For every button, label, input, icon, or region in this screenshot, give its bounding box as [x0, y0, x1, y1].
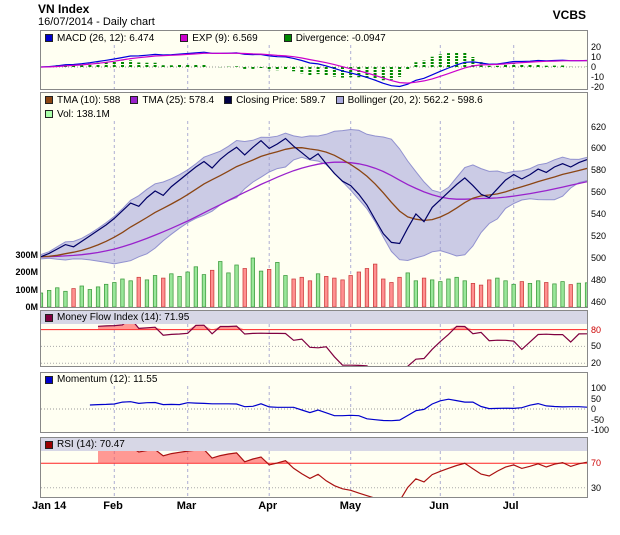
tma10-legend-item: TMA (10): 588: [45, 95, 120, 106]
rsi-tick: 70: [591, 458, 602, 469]
mfi-legend: Money Flow Index (14): 71.95: [41, 311, 587, 324]
macd-panel: MACD (26, 12): 6.474 EXP (9): 6.569 Dive…: [40, 30, 588, 90]
money-flow-index-panel: Money Flow Index (14): 71.95: [40, 310, 588, 367]
x-label-feb: Feb: [103, 500, 123, 512]
volume-tick: 100M: [15, 284, 38, 295]
x-label-jul: Jul: [502, 500, 519, 512]
rsi-tick: 30: [591, 482, 602, 493]
tma10-swatch-icon: [45, 96, 53, 104]
exp-legend-item: EXP (9): 6.569: [180, 32, 258, 44]
momentum-tick: 0: [591, 404, 597, 414]
macd-legend-item: MACD (26, 12): 6.474: [45, 33, 154, 44]
bollinger-swatch-icon: [335, 96, 344, 104]
bollinger-legend-label: Bollinger (20, 2): 562.2 - 598.6: [347, 94, 483, 106]
macd-tick: -20: [591, 82, 605, 92]
momentum-panel: Momentum (12): 11.55: [40, 372, 588, 433]
price-legend-row2: Vol: 138.1M: [41, 107, 587, 121]
mfi-plot: [41, 324, 587, 366]
price-tick: 620: [591, 121, 607, 132]
macd-tick: 10: [591, 52, 602, 62]
price-tick: 520: [591, 230, 607, 241]
rsi-swatch-icon: [45, 440, 53, 449]
momentum-tick: 50: [591, 393, 602, 404]
tma25-legend-label: TMA (25): 578.4: [142, 94, 215, 106]
momentum-tick: 100: [591, 383, 607, 394]
price-tick: 500: [591, 252, 607, 263]
closing-price-swatch-icon: [224, 96, 233, 104]
tma10-legend-label: TMA (10): 588: [57, 94, 121, 106]
divergence-legend-label: Divergence: -0.0947: [295, 32, 386, 44]
rsi-legend-label: RSI (14): 70.47: [57, 439, 125, 450]
closing-price-legend-item: Closing Price: 589.7: [224, 95, 326, 106]
rsi-plot: [41, 451, 587, 497]
macd-tick: -10: [591, 72, 605, 82]
x-label-apr: Apr: [258, 500, 278, 512]
momentum-swatch-icon: [45, 375, 53, 384]
brand-vcbs: VCBS: [552, 8, 586, 22]
divergence-legend-item: Divergence: -0.0947: [283, 32, 386, 44]
volume-tick: 200M: [15, 267, 38, 277]
mfi-tick: 20: [591, 358, 602, 369]
price-tick: 580: [591, 165, 607, 176]
price-tick: 540: [591, 209, 607, 219]
momentum-tick: -100: [591, 424, 610, 435]
macd-swatch-icon: [45, 34, 53, 42]
volume-tick: 0M: [25, 302, 38, 312]
exp-legend-label: EXP (9): 6.569: [192, 32, 258, 44]
volume-legend-item: Vol: 138.1M: [45, 109, 110, 120]
mfi-swatch-icon: [45, 313, 53, 322]
x-label-may: May: [339, 500, 362, 512]
mfi-legend-label: Money Flow Index (14): 71.95: [57, 312, 190, 323]
price-tick: 560: [591, 187, 607, 198]
rsi-legend-item: RSI (14): 70.47: [45, 439, 125, 450]
momentum-legend-label: Momentum (12): 11.55: [57, 374, 158, 385]
tma25-swatch-icon: [130, 96, 139, 104]
rsi-panel: RSI (14): 70.47: [40, 437, 588, 498]
rsi-legend: RSI (14): 70.47: [41, 438, 587, 451]
momentum-legend: Momentum (12): 11.55: [41, 373, 587, 386]
mfi-tick: 50: [591, 341, 602, 352]
x-label-jan: Jan 14: [32, 500, 67, 512]
volume-legend-label: Vol: 138.1M: [57, 108, 110, 120]
price-tick: 600: [591, 143, 607, 154]
momentum-plot: [41, 386, 587, 432]
momentum-legend-item: Momentum (12): 11.55: [45, 374, 157, 385]
chart-title: VN Index: [38, 2, 90, 16]
macd-tick: 20: [591, 42, 602, 52]
macd-plot: [41, 45, 587, 89]
price-legend-row1: TMA (10): 588 TMA (25): 578.4 Closing Pr…: [41, 93, 587, 107]
mfi-tick: 80: [591, 324, 602, 335]
x-label-mar: Mar: [176, 500, 197, 512]
macd-legend: MACD (26, 12): 6.474 EXP (9): 6.569 Dive…: [41, 31, 587, 45]
price-tick: 460: [591, 296, 607, 307]
volume-tick: 300M: [15, 249, 38, 260]
exp-swatch-icon: [180, 34, 189, 42]
closing-price-legend-label: Closing Price: 589.7: [236, 94, 326, 106]
price-plot: [41, 121, 587, 307]
bollinger-legend-item: Bollinger (20, 2): 562.2 - 598.6: [335, 94, 483, 106]
macd-legend-label: MACD (26, 12): 6.474: [57, 32, 155, 44]
tma25-legend-item: TMA (25): 578.4: [130, 95, 214, 106]
price-tick: 480: [591, 274, 607, 285]
momentum-tick: -50: [591, 414, 605, 425]
divergence-swatch-icon: [283, 34, 292, 42]
mfi-legend-item: Money Flow Index (14): 71.95: [45, 312, 189, 323]
macd-tick: 0: [591, 62, 597, 72]
chart-subtitle: 16/07/2014 - Daily chart: [38, 16, 155, 28]
x-label-jun: Jun: [429, 500, 449, 512]
volume-swatch-icon: [45, 110, 53, 118]
price-panel: TMA (10): 588 TMA (25): 578.4 Closing Pr…: [40, 92, 588, 308]
